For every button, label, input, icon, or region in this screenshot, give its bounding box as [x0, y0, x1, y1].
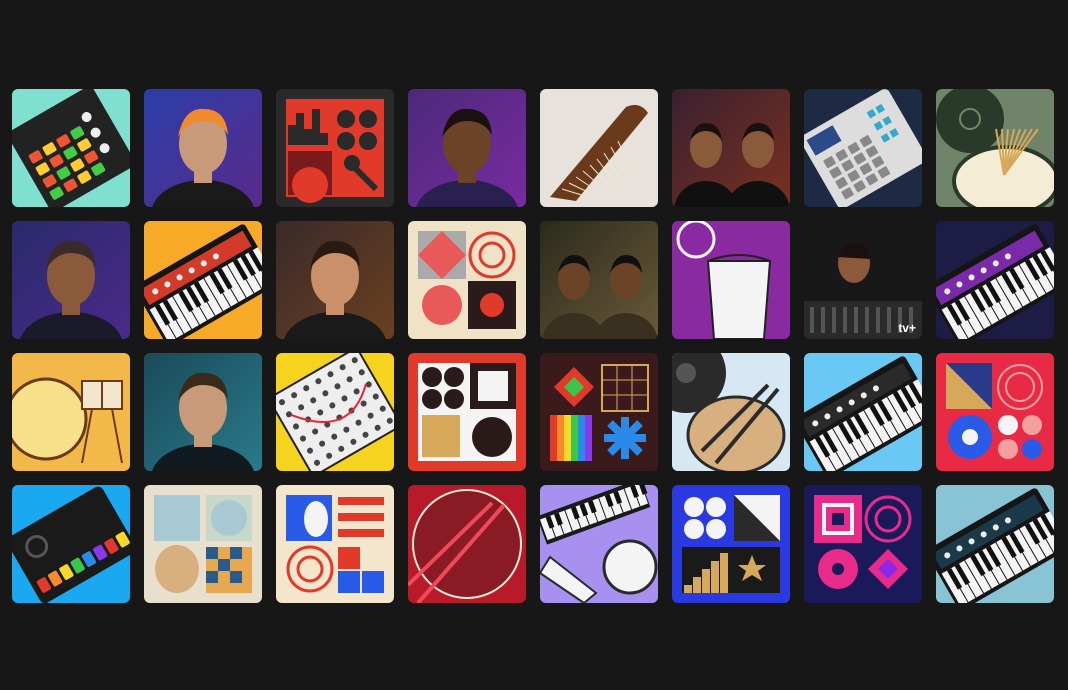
- drum-kit-tile-artwork: [12, 353, 130, 471]
- stairs-stars-pattern-tile-artwork: [672, 485, 790, 603]
- circles-pattern-tile-artwork: [936, 353, 1054, 471]
- artist-portrait-cap-tile-artwork: [144, 89, 262, 207]
- circles-pattern-tile[interactable]: [936, 353, 1054, 471]
- drum-machine-tile[interactable]: [12, 485, 130, 603]
- red-synth-keyboard-tile-artwork: [144, 221, 262, 339]
- modular-synth-tile-artwork: [276, 353, 394, 471]
- keyboard-guitar-tile-artwork: [540, 485, 658, 603]
- target-pattern-tile[interactable]: [804, 485, 922, 603]
- artist-duo-hat-tile-artwork: [540, 221, 658, 339]
- artist-portrait-glasses-tile[interactable]: [408, 89, 526, 207]
- drum-brushes-tile-artwork: [936, 89, 1054, 207]
- flag-pattern-tile[interactable]: [276, 485, 394, 603]
- artist-duo-portrait-tile-artwork: [672, 89, 790, 207]
- red-synth-keyboard-tile[interactable]: [144, 221, 262, 339]
- artist-portrait-glasses-tile-artwork: [408, 89, 526, 207]
- keyboard-guitar-tile[interactable]: [540, 485, 658, 603]
- shapes-pattern-red-tile[interactable]: [408, 353, 526, 471]
- rainbow-pattern-tile[interactable]: [540, 353, 658, 471]
- sampler-machine-tile[interactable]: [804, 89, 922, 207]
- flag-pattern-tile-artwork: [276, 485, 394, 603]
- blue-synth-keyboard-tile[interactable]: [804, 353, 922, 471]
- snare-drumsticks-tile-artwork: [408, 485, 526, 603]
- drum-machine-tile-artwork: [12, 485, 130, 603]
- city-microphone-tile-artwork: [276, 89, 394, 207]
- vinyl-drumsticks-tile-artwork: [672, 353, 790, 471]
- purple-synth-keyboard-tile[interactable]: [936, 221, 1054, 339]
- geometric-pattern-tile-artwork: [408, 221, 526, 339]
- drum-brushes-tile[interactable]: [936, 89, 1054, 207]
- conga-tambourine-tile-artwork: [672, 221, 790, 339]
- artist-duo-portrait-tile[interactable]: [672, 89, 790, 207]
- drum-kit-tile[interactable]: [12, 353, 130, 471]
- cymbals-pattern-tile-artwork: [144, 485, 262, 603]
- artist-portrait-beard-tile-artwork: [12, 221, 130, 339]
- artist-portrait-teal-tile-artwork: [144, 353, 262, 471]
- artist-portrait-beard-tile[interactable]: [12, 221, 130, 339]
- cymbals-pattern-tile[interactable]: [144, 485, 262, 603]
- artist-portrait-teal-tile[interactable]: [144, 353, 262, 471]
- artist-mixing-console-tile[interactable]: tv+: [804, 221, 922, 339]
- purple-synth-keyboard-tile-artwork: [936, 221, 1054, 339]
- artist-portrait-cap-tile[interactable]: [144, 89, 262, 207]
- artist-portrait-curly-tile[interactable]: [276, 221, 394, 339]
- conga-tambourine-tile[interactable]: [672, 221, 790, 339]
- target-pattern-tile-artwork: [804, 485, 922, 603]
- shapes-pattern-red-tile-artwork: [408, 353, 526, 471]
- artist-duo-hat-tile[interactable]: [540, 221, 658, 339]
- snare-drumsticks-tile[interactable]: [408, 485, 526, 603]
- drum-pad-controller-tile-artwork: [12, 89, 130, 207]
- vinyl-drumsticks-tile[interactable]: [672, 353, 790, 471]
- teal-synth-keyboard-tile[interactable]: [936, 485, 1054, 603]
- city-microphone-tile[interactable]: [276, 89, 394, 207]
- stairs-stars-pattern-tile[interactable]: [672, 485, 790, 603]
- blue-synth-keyboard-tile-artwork: [804, 353, 922, 471]
- guzheng-instrument-tile[interactable]: [540, 89, 658, 207]
- teal-synth-keyboard-tile-artwork: [936, 485, 1054, 603]
- artist-mixing-console-tile-artwork: [804, 221, 922, 339]
- sampler-machine-tile-artwork: [804, 89, 922, 207]
- apple-tv-plus-badge: tv+: [898, 321, 916, 335]
- drum-pad-controller-tile[interactable]: [12, 89, 130, 207]
- rainbow-pattern-tile-artwork: [540, 353, 658, 471]
- geometric-pattern-tile[interactable]: [408, 221, 526, 339]
- artist-portrait-curly-tile-artwork: [276, 221, 394, 339]
- course-tile-grid: tv+: [12, 89, 1054, 603]
- guzheng-instrument-tile-artwork: [540, 89, 658, 207]
- modular-synth-tile[interactable]: [276, 353, 394, 471]
